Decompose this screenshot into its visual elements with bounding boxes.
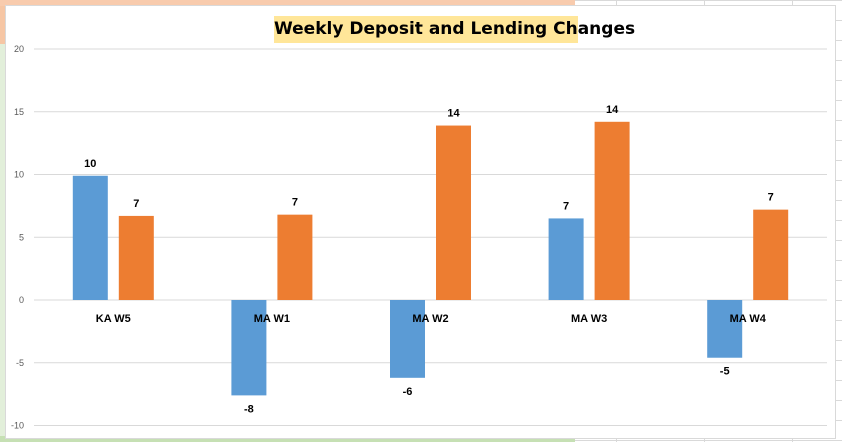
chart-title[interactable]: Weekly Deposit and Lending Changes xyxy=(274,16,635,43)
bar-series-2 xyxy=(436,125,471,301)
bar-series-1 xyxy=(707,300,743,358)
data-label: 10 xyxy=(84,158,96,170)
category-label: MA W2 xyxy=(412,313,448,325)
data-label: 7 xyxy=(563,200,569,212)
category-label: KA W5 xyxy=(96,313,131,325)
data-labels: 10 7 -8 7 -6 14 7 14 -5 7 xyxy=(84,104,774,416)
y-tick-label: 0 xyxy=(19,295,24,305)
category-label: MA W4 xyxy=(730,313,767,325)
chart-area[interactable]: -10 -5 0 5 10 15 20 KA W5 MA W1 MA W2 MA W3 MA W4 … xyxy=(5,5,836,439)
y-tick-label: 20 xyxy=(14,44,24,54)
data-label: 14 xyxy=(447,108,460,120)
header-row-band xyxy=(0,0,575,6)
category-label: MA W3 xyxy=(571,313,607,325)
bar-series-2 xyxy=(277,214,313,300)
data-row-band xyxy=(0,436,575,442)
bar-series-2 xyxy=(753,209,789,300)
data-label: 7 xyxy=(133,198,139,210)
bar-series-2 xyxy=(594,121,630,300)
bar-series-2 xyxy=(118,215,154,300)
y-tick-label: 15 xyxy=(14,107,24,117)
category-label: MA W1 xyxy=(254,313,290,325)
category-labels: KA W5 MA W1 MA W2 MA W3 MA W4 xyxy=(96,313,767,325)
data-label: -5 xyxy=(720,366,730,378)
bars xyxy=(72,121,789,396)
row-color-strip xyxy=(0,0,6,442)
bar-series-1 xyxy=(390,300,425,378)
y-tick-label: -10 xyxy=(11,421,24,431)
y-tick-label: 5 xyxy=(19,232,24,242)
data-label: 14 xyxy=(606,104,619,116)
bar-series-1 xyxy=(72,175,108,300)
gridlines xyxy=(34,48,827,426)
y-tick-label: -5 xyxy=(16,358,24,368)
data-label: 7 xyxy=(768,192,774,204)
data-label: -6 xyxy=(403,386,413,398)
bar-series-1 xyxy=(231,300,267,396)
data-label: -8 xyxy=(244,403,254,415)
y-axis-tick-labels: -10 -5 0 5 10 15 20 xyxy=(11,44,24,431)
y-tick-label: 10 xyxy=(14,170,24,180)
bar-series-1 xyxy=(548,218,584,300)
data-label: 7 xyxy=(292,197,298,209)
